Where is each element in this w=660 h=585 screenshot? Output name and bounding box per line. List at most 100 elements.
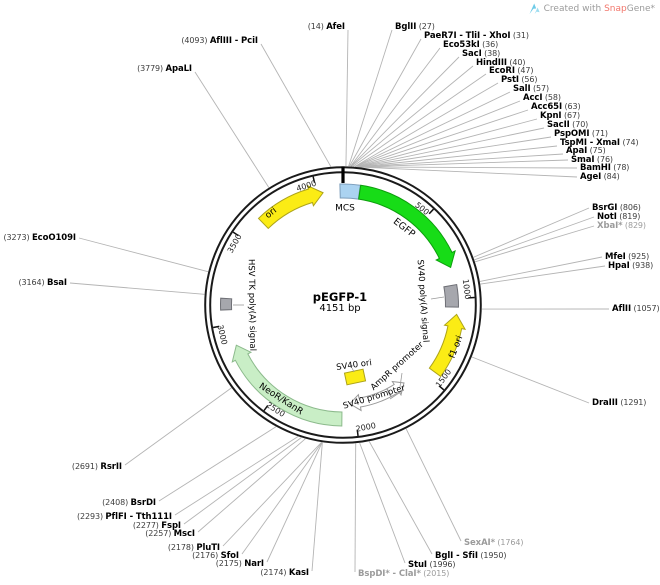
site-label-tspmi-xmai[interactable]: TspMI - XmaI (74) bbox=[560, 138, 639, 148]
site-label-bsrgi[interactable]: BsrGI (806) bbox=[592, 203, 641, 213]
plasmid-title-block: pEGFP-1 4151 bp bbox=[280, 291, 400, 315]
site-label-sacii[interactable]: SacII (70) bbox=[547, 120, 589, 130]
site-leader-line bbox=[479, 256, 603, 282]
feature-leader-line bbox=[351, 367, 355, 373]
site-leader-line bbox=[158, 426, 277, 502]
watermark-text: Created with SnapGene* bbox=[543, 4, 655, 14]
feature-mcs[interactable] bbox=[339, 183, 361, 200]
site-leader-line bbox=[360, 166, 578, 178]
site-label-stui[interactable]: StuI (1996) bbox=[408, 560, 456, 570]
site-leader-line bbox=[357, 127, 545, 168]
watermark: Created with SnapGene* bbox=[529, 3, 655, 15]
feature-sv40-promoter[interactable] bbox=[349, 388, 392, 412]
site-label-agei[interactable]: AgeI (84) bbox=[580, 172, 620, 182]
site-leader-line bbox=[352, 73, 487, 167]
site-label-msci[interactable]: (2257) MscI bbox=[145, 529, 195, 539]
feature-sv40-ori-box[interactable] bbox=[343, 368, 367, 386]
site-label-sfoi[interactable]: (2176) SfoI bbox=[192, 551, 239, 561]
site-leader-line bbox=[359, 442, 406, 564]
site-label-hindiii[interactable]: HindIII (40) bbox=[476, 58, 526, 68]
site-label-pflfi-tth111i[interactable]: (2293) PflFI - Tth111I bbox=[76, 512, 172, 522]
feature-hsv-tk-poly-a-signal[interactable] bbox=[220, 297, 233, 311]
site-label-acc65i[interactable]: Acc65I (63) bbox=[531, 102, 581, 112]
site-label-rsrii[interactable]: (2691) RsrII bbox=[71, 462, 122, 472]
site-label-smai[interactable]: SmaI (76) bbox=[571, 155, 613, 165]
site-label-ecori[interactable]: EcoRI (47) bbox=[489, 66, 534, 76]
site-label-kasi[interactable]: (2174) KasI bbox=[260, 568, 309, 578]
site-label-apai[interactable]: ApaI (75) bbox=[566, 146, 606, 156]
scale-tick bbox=[312, 176, 316, 183]
feature-label-hsv-tk-poly-a-signal[interactable]: HSV TK poly(A) signal bbox=[246, 259, 258, 351]
site-leader-line bbox=[351, 65, 474, 167]
site-label-pluti[interactable]: (2178) PluTI bbox=[167, 543, 220, 553]
site-leader-line bbox=[354, 443, 357, 573]
site-label-bsai[interactable]: (3164) BsaI bbox=[18, 278, 68, 288]
feature-f1-ori[interactable] bbox=[428, 313, 467, 378]
feature-ori[interactable] bbox=[257, 184, 324, 230]
site-label-draiii[interactable]: DraIII (1291) bbox=[592, 398, 647, 408]
site-label-mfei[interactable]: MfeI (925) bbox=[605, 252, 650, 262]
site-leader-line bbox=[222, 442, 322, 547]
site-leader-line bbox=[197, 438, 306, 533]
site-label-acci[interactable]: AccI (58) bbox=[523, 93, 561, 103]
site-label-psti[interactable]: PstI (56) bbox=[501, 75, 538, 85]
site-leader-line bbox=[311, 442, 323, 572]
site-leader-line bbox=[266, 442, 323, 563]
feature-leader-line bbox=[389, 390, 403, 400]
site-label-saci[interactable]: SacI (38) bbox=[462, 49, 501, 59]
feature-label-sv40-poly-a-signal[interactable]: SV40 poly(A) signal bbox=[415, 259, 431, 343]
scale-tick bbox=[438, 385, 445, 391]
site-label-afliii-pcii[interactable]: (4093) AflIII - PciI bbox=[181, 36, 258, 46]
site-leader-line bbox=[350, 47, 441, 167]
site-label-sexai-[interactable]: SexAI* (1764) bbox=[464, 538, 524, 548]
site-leader-line bbox=[368, 441, 433, 555]
site-label-ecoo109i[interactable]: (3273) EcoO109I bbox=[3, 233, 77, 243]
site-label-apali[interactable]: (3779) ApaLI bbox=[137, 64, 192, 74]
site-leader-line bbox=[174, 436, 299, 516]
site-label-paer7i-tlii-xhoi[interactable]: PaeR7I - TliI - XhoI (31) bbox=[424, 31, 529, 41]
site-leader-line bbox=[357, 136, 552, 168]
feature-label-mcs[interactable]: MCS bbox=[335, 204, 355, 214]
scale-tick-label: 3000 bbox=[215, 324, 229, 346]
feature-egfp[interactable] bbox=[358, 184, 456, 269]
feature-neor-kanr[interactable] bbox=[231, 344, 343, 427]
scale-tick bbox=[428, 208, 435, 215]
site-leader-line bbox=[183, 437, 302, 525]
site-label-bglii[interactable]: BglII (27) bbox=[395, 22, 435, 32]
site-label-hpai[interactable]: HpaI (938) bbox=[608, 261, 654, 271]
site-label-noti[interactable]: NotI (819) bbox=[597, 212, 641, 222]
site-label-bamhi[interactable]: BamHI (78) bbox=[580, 163, 630, 173]
site-label-fspi[interactable]: (2277) FspI bbox=[132, 521, 181, 531]
feature-leader-line bbox=[430, 296, 445, 300]
site-leader-line bbox=[471, 356, 590, 404]
site-label-nari[interactable]: (2175) NarI bbox=[215, 559, 264, 569]
site-leader-line bbox=[260, 43, 332, 167]
feature-leader-line bbox=[399, 372, 403, 388]
scale-tick bbox=[213, 325, 220, 329]
site-leader-line bbox=[356, 118, 538, 168]
site-leader-line bbox=[473, 207, 590, 258]
site-leader-line bbox=[194, 71, 270, 188]
site-label-aflii[interactable]: AflII (1057) bbox=[612, 304, 660, 314]
site-label-afei[interactable]: (14) AfeI bbox=[307, 22, 345, 32]
scale-tick-label: 1000 bbox=[461, 279, 473, 300]
feature-sv40-poly-a-signal[interactable] bbox=[443, 283, 459, 308]
site-label-pspomi[interactable]: PspOMI (71) bbox=[554, 129, 608, 139]
site-label-xbai-[interactable]: XbaI* (829) bbox=[597, 221, 646, 231]
site-leader-line bbox=[354, 91, 511, 167]
site-leader-line bbox=[241, 442, 323, 555]
plasmid-size: 4151 bp bbox=[319, 303, 361, 314]
site-label-kpni[interactable]: KpnI (67) bbox=[540, 111, 580, 121]
site-label-bsrdi[interactable]: (2408) BsrDI bbox=[102, 498, 156, 508]
site-leader-line bbox=[124, 387, 232, 466]
site-leader-line bbox=[474, 216, 595, 261]
scale-tick-label: 2000 bbox=[355, 421, 377, 434]
site-label-eco53ki[interactable]: Eco53kI (36) bbox=[443, 40, 499, 50]
site-label-bspdi-clai-[interactable]: BspDI* - ClaI* (2015) bbox=[358, 569, 450, 579]
site-label-sali[interactable]: SalI (57) bbox=[513, 84, 550, 94]
site-leader-line bbox=[355, 100, 521, 167]
scale-tick bbox=[356, 429, 359, 437]
site-label-bgli-sfii[interactable]: BglI - SfiI (1950) bbox=[435, 551, 507, 561]
feature-label-sv40-ori[interactable]: SV40 ori bbox=[336, 358, 373, 373]
